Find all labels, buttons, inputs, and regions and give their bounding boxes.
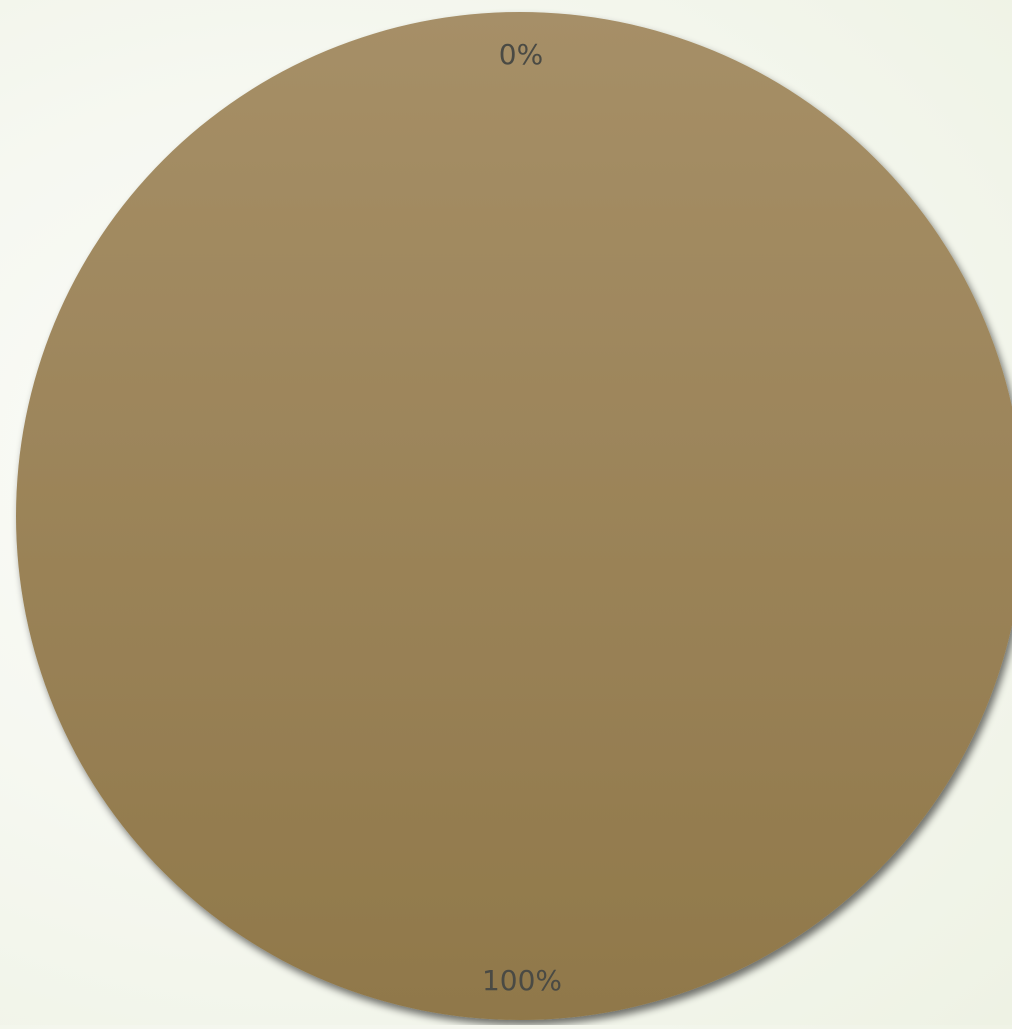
pie-slice-1 (16, 12, 1012, 1020)
slice-label-0: 0% (499, 38, 543, 71)
pie-labels: 0% 100% (482, 38, 562, 997)
slice-label-1: 100% (482, 964, 562, 997)
pie-slices (16, 12, 1012, 1020)
